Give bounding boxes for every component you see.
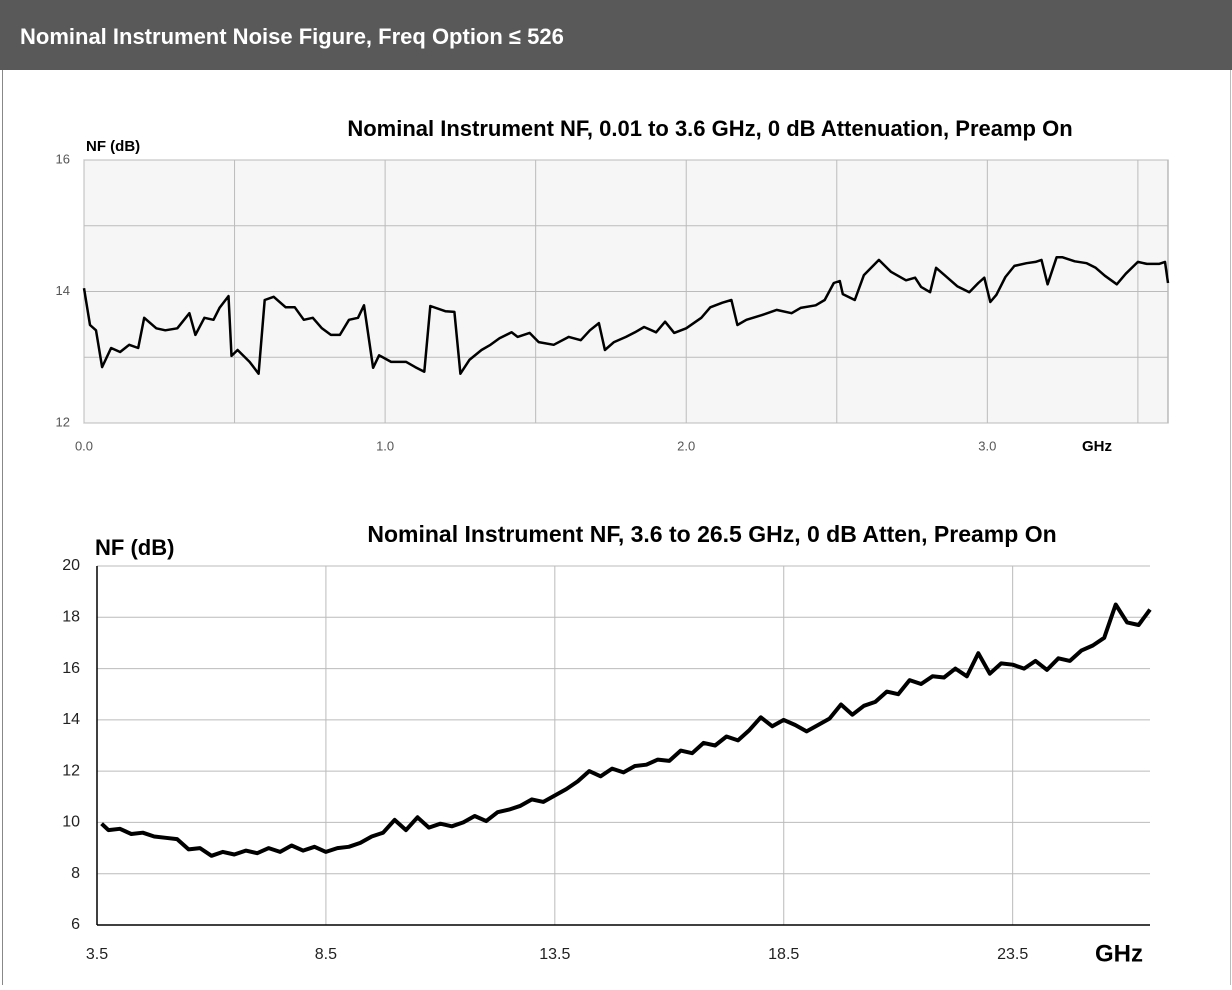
y-tick-label: 10	[62, 814, 80, 831]
plot-area	[97, 566, 1150, 925]
data-line	[82, 256, 1170, 375]
y-tick-label: 12	[62, 762, 80, 779]
header-bar	[0, 0, 1232, 70]
x-tick-label: 13.5	[539, 946, 570, 963]
x-axis-label: GHz	[1095, 940, 1143, 967]
y-tick-label: 6	[71, 916, 80, 933]
y-axis-label: NF (dB)	[86, 138, 140, 155]
x-tick-label: 18.5	[768, 946, 799, 963]
x-axis-label: GHz	[1082, 438, 1112, 455]
header-title: Nominal Instrument Noise Figure, Freq Op…	[20, 24, 564, 49]
y-tick-label: 20	[62, 557, 80, 574]
chart-title: Nominal Instrument NF, 0.01 to 3.6 GHz, …	[347, 116, 1072, 141]
y-tick-label: 16	[62, 660, 80, 677]
y-tick-label: 16	[56, 151, 70, 166]
x-tick-label: 3.5	[86, 946, 108, 963]
x-tick-label: 1.0	[376, 438, 394, 453]
data-line	[100, 602, 1152, 858]
y-tick-label: 18	[62, 609, 80, 626]
x-tick-label: 8.5	[315, 946, 337, 963]
chart-title: Nominal Instrument NF, 3.6 to 26.5 GHz, …	[367, 521, 1056, 547]
y-tick-label: 14	[62, 711, 80, 728]
x-tick-label: 3.0	[978, 438, 996, 453]
y-axis-label: NF (dB)	[95, 535, 174, 560]
x-tick-label: 23.5	[997, 946, 1028, 963]
y-tick-label: 12	[56, 414, 70, 429]
y-tick-label: 14	[56, 283, 70, 298]
x-tick-label: 2.0	[677, 438, 695, 453]
y-tick-label: 8	[71, 865, 80, 882]
x-tick-label: 0.0	[75, 438, 93, 453]
